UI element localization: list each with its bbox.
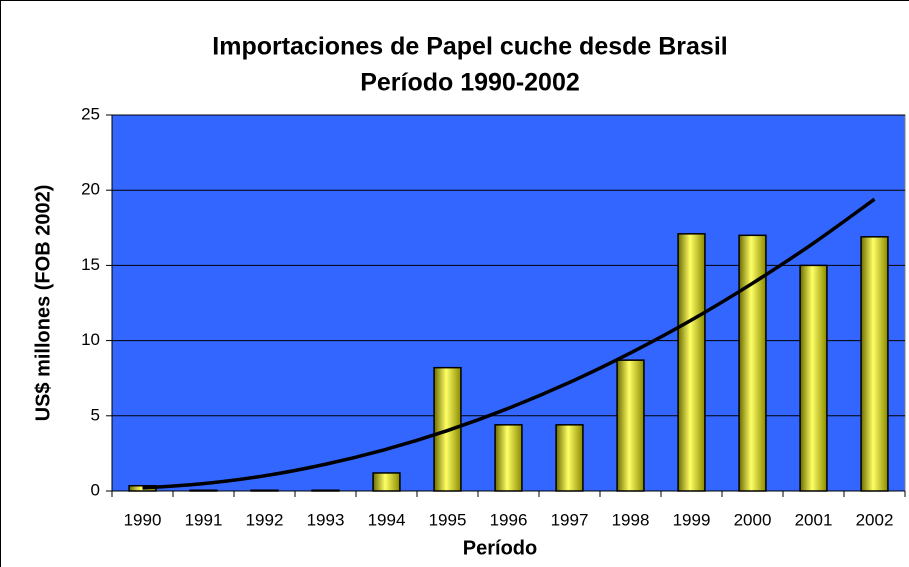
trendline (142, 197, 876, 490)
x-tick-label: 2001 (795, 510, 833, 529)
x-tick-label: 1999 (673, 510, 711, 529)
x-tick-label: 1992 (246, 510, 284, 529)
y-axis-title: US$ millones (FOB 2002) (32, 185, 54, 422)
x-tick-label: 1998 (612, 510, 650, 529)
bar (372, 472, 401, 492)
x-tick-label: 1997 (551, 510, 589, 529)
x-tick-label: 1990 (124, 510, 162, 529)
y-tick-label: 15 (81, 255, 100, 274)
y-tick-label: 5 (91, 405, 100, 424)
y-tick-label: 25 (81, 104, 100, 123)
x-tick-label: 1994 (368, 510, 406, 529)
x-tick-label: 2002 (856, 510, 894, 529)
chart-title: Importaciones de Papel cuche desde Brasi… (212, 33, 727, 61)
x-tick-label: 1991 (185, 510, 223, 529)
x-tick-label: 1995 (429, 510, 467, 529)
bar (311, 489, 340, 492)
bar (616, 359, 645, 492)
chart-subtitle: Período 1990-2002 (360, 69, 580, 97)
bar (189, 489, 218, 492)
bar (860, 236, 889, 492)
x-tick-label: 2000 (734, 510, 772, 529)
bar (250, 489, 279, 492)
bar (677, 233, 706, 492)
y-tick-label: 10 (81, 330, 100, 349)
x-tick-label: 1996 (490, 510, 528, 529)
y-tick-label: 20 (81, 180, 100, 199)
bar (555, 424, 584, 492)
bar (738, 234, 767, 492)
bar (799, 264, 828, 492)
bar (494, 424, 523, 492)
y-tick-label: 0 (91, 480, 100, 499)
x-axis-title: Período (463, 537, 537, 559)
x-tick-label: 1993 (307, 510, 345, 529)
